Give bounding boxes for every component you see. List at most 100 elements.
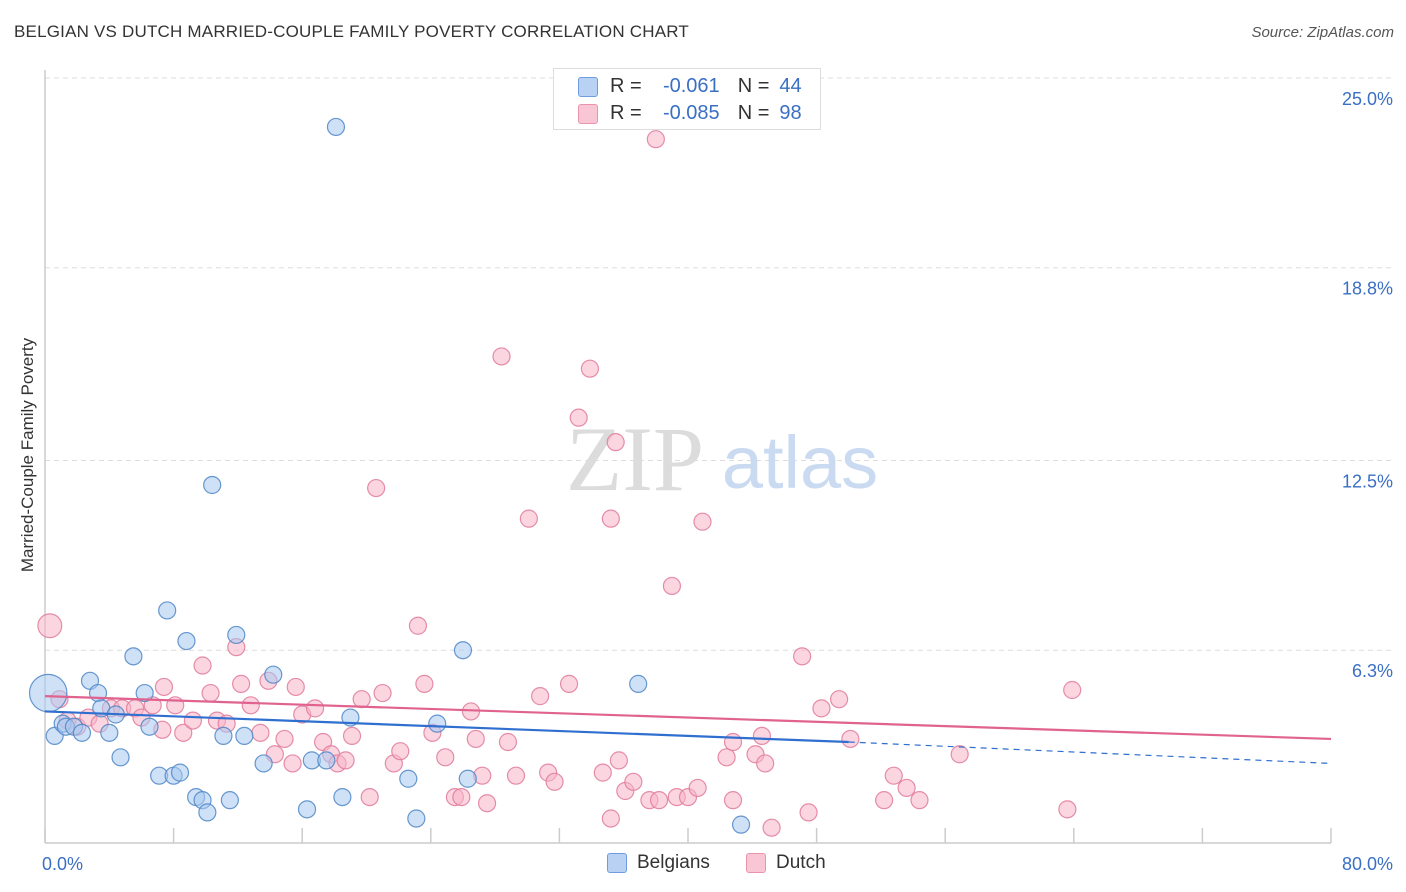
dutch-point [569, 408, 588, 427]
dutch-trend-line [44, 695, 1332, 741]
dutch-point [154, 677, 174, 697]
belgians-n-value: 44 [779, 75, 802, 97]
belgian-point [177, 631, 196, 651]
stats-row-dutch: R = -0.085 N = 98 [578, 102, 802, 125]
dutch-point [723, 732, 743, 752]
dutch-point [609, 751, 628, 770]
dutch-point [519, 509, 538, 528]
dutch-point [360, 787, 379, 807]
y-tick-label: 12.5% [1342, 472, 1393, 492]
y-tick-label: 6.3% [1352, 661, 1393, 681]
belgian-point [731, 815, 751, 834]
dutch-point [436, 748, 455, 767]
watermark: ZIP atlas [566, 408, 878, 510]
stats-legend-box: R = -0.061 N = 44 R = -0.085 N = 98 [553, 68, 821, 130]
dutch-point [830, 690, 849, 709]
dutch-point [452, 787, 471, 807]
dutch-point [283, 754, 302, 773]
dutch-point [580, 359, 600, 378]
dutch-point [884, 766, 903, 785]
belgian-point [333, 787, 352, 807]
dutch-point [275, 729, 294, 749]
dutch-point [752, 726, 772, 746]
belgian-point [428, 714, 447, 733]
dutch-point [232, 674, 251, 693]
dutch-point [251, 723, 270, 742]
belgian-point [140, 717, 159, 736]
n-label: N = [737, 102, 770, 124]
y-axis-label: Married-Couple Family Poverty [18, 337, 37, 573]
belgian-point [407, 809, 426, 828]
dutch-point [37, 613, 63, 639]
belgian-point [399, 769, 418, 788]
dutch-point [531, 687, 550, 706]
dutch-point [1063, 680, 1082, 700]
belgian-point [317, 751, 336, 770]
dutch-point [352, 690, 371, 709]
belgians-swatch [578, 76, 598, 97]
dutch-point [601, 509, 620, 528]
dutch-point [799, 803, 818, 822]
belgian-point [453, 641, 473, 660]
source-label: Source: ZipAtlas.com [1251, 24, 1394, 41]
belgian-point [198, 803, 217, 822]
dutch-n-value: 98 [779, 102, 802, 124]
belgian-point [227, 625, 246, 645]
legend-item-belgians[interactable]: Belgians [607, 852, 710, 874]
dutch-point [492, 347, 511, 366]
belgian-point [235, 726, 254, 746]
dutch-point [506, 766, 526, 785]
dutch-point [601, 809, 620, 828]
belgian-point [264, 665, 283, 684]
dutch-point [477, 794, 497, 813]
dutch-point [545, 772, 564, 791]
dutch-point [342, 726, 362, 746]
legend-swatch-dutch [746, 853, 766, 873]
belgian-point [124, 647, 143, 666]
dutch-point [606, 433, 625, 452]
belgian-point [135, 683, 154, 703]
dutch-point [662, 576, 682, 596]
watermark-atlas: atlas [722, 421, 878, 504]
belgian-point [100, 723, 119, 742]
dutch-point [593, 763, 612, 782]
dutch-point [466, 729, 485, 749]
dutch-point [336, 751, 355, 770]
x-tick-label-end: 80.0% [1342, 854, 1393, 874]
legend-swatch-belgians [607, 853, 627, 873]
dutch-point [762, 818, 781, 837]
dutch-point [793, 647, 812, 666]
stats-row-belgians: R = -0.061 N = 44 [578, 75, 802, 98]
belgians-r-value: -0.061 [662, 75, 720, 97]
dutch-point [688, 778, 707, 798]
dutch-point [812, 699, 831, 718]
r-label: R = [610, 102, 642, 124]
belgians-trend-extension [848, 741, 1332, 765]
belgian-point [254, 754, 273, 773]
dutch-point [174, 723, 193, 742]
dutch-point [408, 616, 428, 635]
dutch-point [723, 791, 743, 810]
dutch-point [183, 711, 202, 730]
dutch-point [624, 772, 643, 791]
chart-title: BELGIAN VS DUTCH MARRIED-COUPLE FAMILY P… [14, 22, 689, 41]
dutch-point [559, 674, 579, 693]
dutch-swatch [578, 103, 598, 124]
belgian-point [111, 748, 130, 767]
dutch-point [241, 696, 260, 715]
belgian-point [458, 769, 477, 788]
belgians-trend-line [44, 710, 849, 744]
belgian-point [72, 723, 92, 742]
belgian-point [220, 791, 239, 810]
dutch-point [286, 677, 305, 697]
dutch-point [875, 791, 894, 810]
dutch-point [646, 130, 665, 149]
dutch-point [649, 791, 669, 810]
belgian-point [28, 673, 68, 713]
dutch-point [897, 778, 916, 798]
dutch-r-value: -0.085 [662, 102, 720, 124]
dutch-point [193, 656, 212, 675]
dutch-point [910, 791, 929, 810]
belgian-point [297, 800, 317, 819]
legend-item-dutch[interactable]: Dutch [746, 852, 826, 874]
